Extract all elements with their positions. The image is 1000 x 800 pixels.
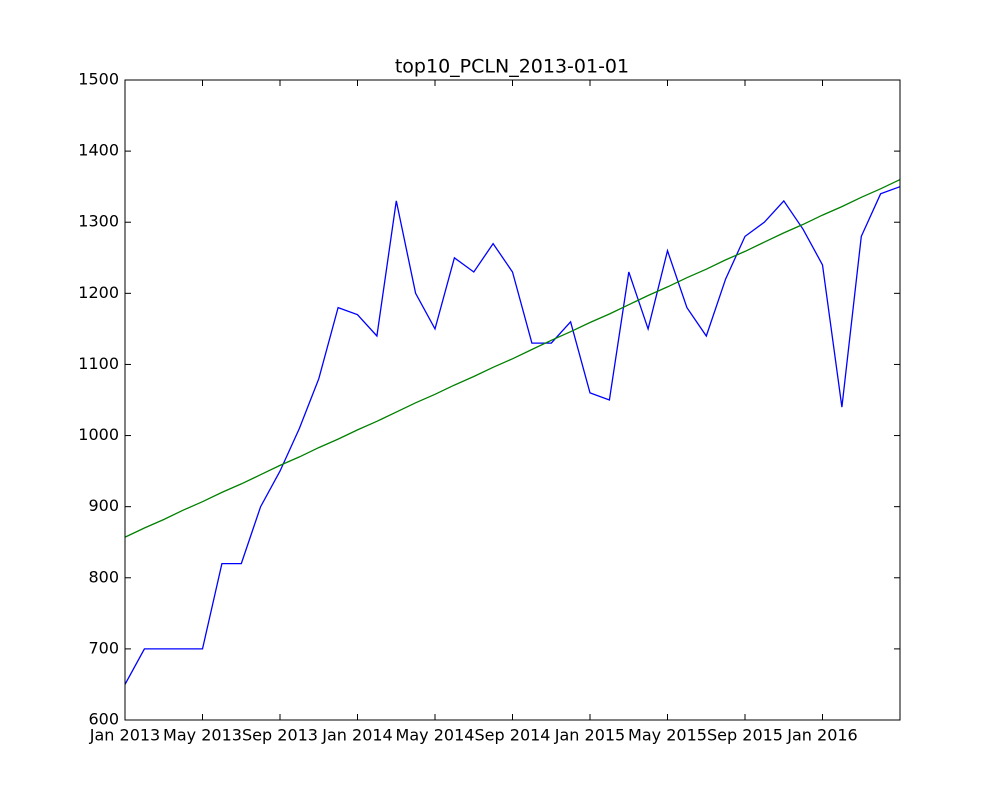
y-tick-label: 600 (88, 710, 119, 729)
y-tick-label: 1500 (78, 70, 119, 89)
x-tick-label: Sep 2015 (707, 726, 783, 745)
x-tick-label: May 2013 (163, 726, 242, 745)
x-tick-label: Sep 2013 (242, 726, 318, 745)
y-tick-label: 800 (88, 567, 119, 586)
data-line (124, 179, 901, 538)
y-tick-label: 1300 (78, 212, 119, 231)
x-tick-label: Jan 2013 (89, 726, 160, 745)
y-tick-label: 1400 (78, 141, 119, 160)
y-tick-label: 1100 (78, 354, 119, 373)
x-tick-label: Sep 2014 (475, 726, 551, 745)
x-tick-label: Jan 2016 (786, 726, 857, 745)
chart-title: top10_PCLN_2013-01-01 (395, 56, 629, 78)
x-tick-label: Jan 2014 (321, 726, 392, 745)
y-tick-label: 1000 (78, 425, 119, 444)
x-tick-label: May 2015 (628, 726, 707, 745)
y-tick-label: 700 (88, 638, 119, 657)
x-tick-label: May 2014 (396, 726, 475, 745)
y-tick-label: 1200 (78, 283, 119, 302)
x-tick-label: Jan 2015 (554, 726, 625, 745)
data-line (124, 186, 901, 685)
plot-frame (124, 79, 901, 721)
y-tick-label: 900 (88, 496, 119, 515)
